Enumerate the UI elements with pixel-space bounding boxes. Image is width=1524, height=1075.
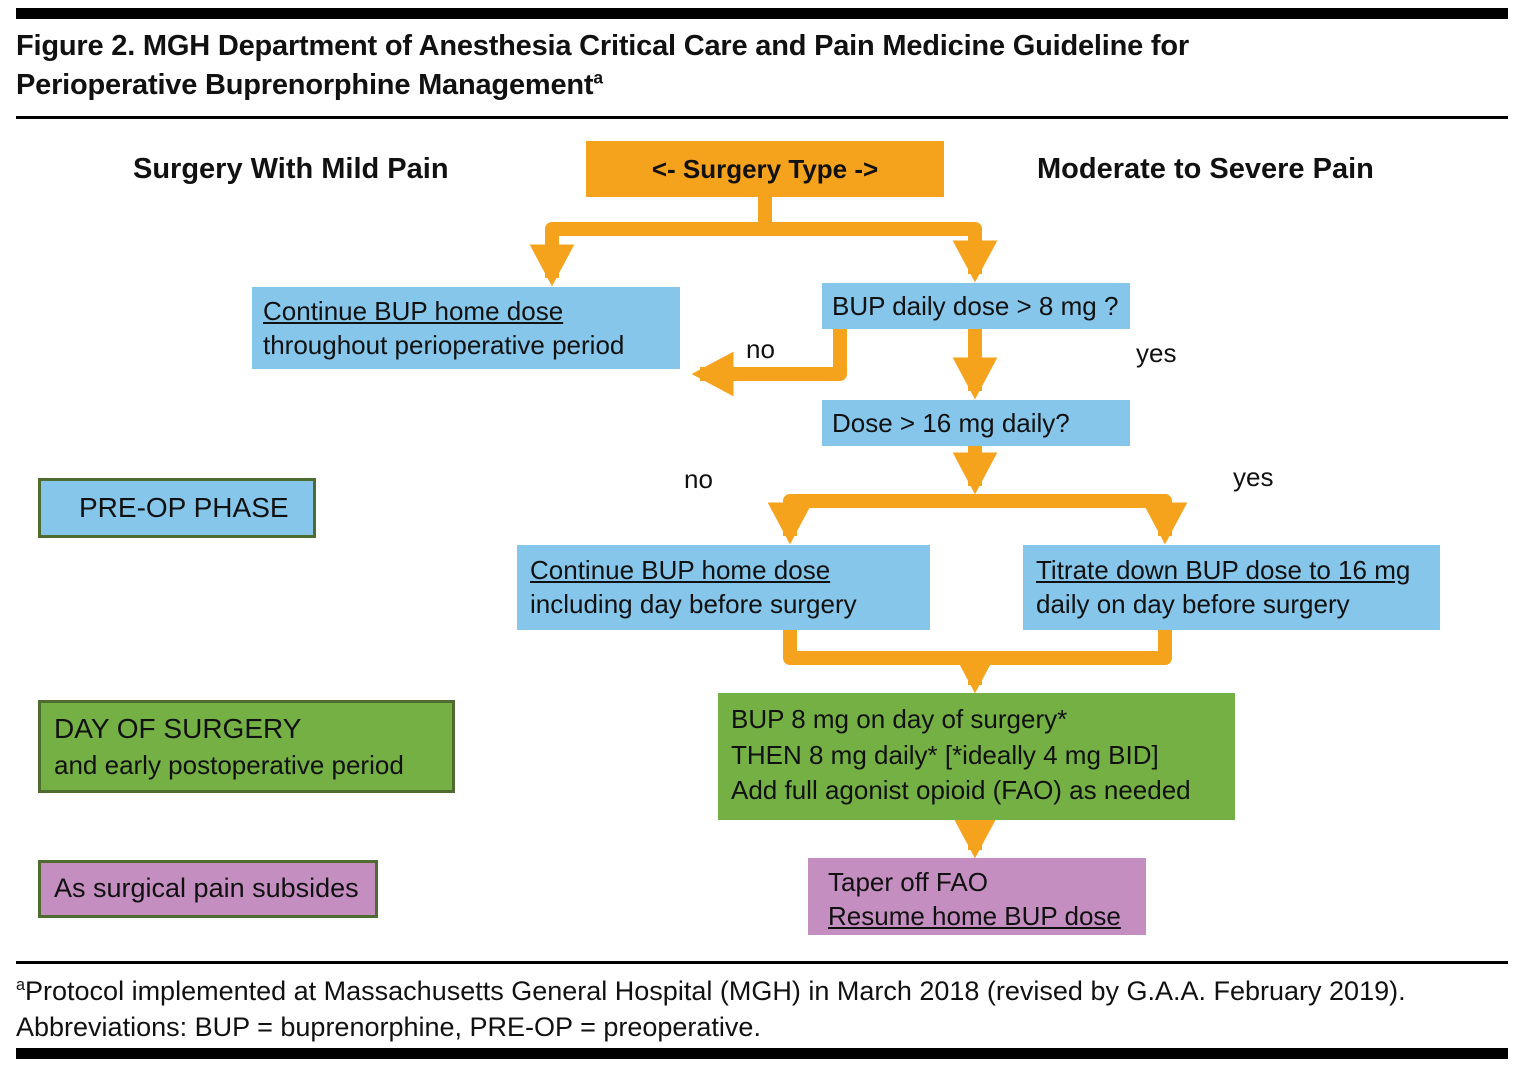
continue-day-before-line1: Continue BUP home dose <box>530 555 831 585</box>
pain-subsides-label-box: As surgical pain subsides <box>38 860 378 918</box>
bup-daily-dose-question-box: BUP daily dose > 8 mg ? <box>822 283 1130 329</box>
bup-daily-dose-question-text: BUP daily dose > 8 mg ? <box>832 290 1119 321</box>
bottom-rule <box>16 1048 1508 1059</box>
mild-pain-label: Surgery With Mild Pain <box>133 153 449 185</box>
dose-16-question-text: Dose > 16 mg daily? <box>832 407 1070 438</box>
surgery-type-box: <- Surgery Type -> <box>586 141 944 197</box>
continue-day-before-line2: including day before surgery <box>530 589 857 620</box>
day-of-surgery-line3: Add full agonist opioid (FAO) as needed <box>731 775 1191 806</box>
taper-box: Taper off FAO Resume home BUP dose <box>808 858 1146 935</box>
top-rule <box>16 8 1508 19</box>
severe-pain-label: Moderate to Severe Pain <box>1037 153 1374 185</box>
arrow-split-left-mild <box>529 222 765 287</box>
day-of-surgery-box: BUP 8 mg on day of surgery* THEN 8 mg da… <box>718 693 1235 820</box>
figure-title-line2: Perioperative Buprenorphine Management <box>16 68 594 101</box>
titrate-down-line1: Titrate down BUP dose to 16 mg <box>1036 555 1411 585</box>
day-of-surgery-label-line2: and early postoperative period <box>54 749 404 780</box>
titrate-down-line2: daily on day before surgery <box>1036 589 1350 620</box>
taper-line1: Taper off FAO <box>828 867 988 897</box>
preop-phase-label-box: PRE-OP PHASE <box>38 478 316 538</box>
arrow-split-yes-branch <box>975 494 1188 545</box>
figure-title: Figure 2. MGH Department of Anesthesia C… <box>16 27 1521 105</box>
arrow-split-right-severe <box>765 222 998 283</box>
footnote-line1-text: Protocol implemented at Massachusetts Ge… <box>25 976 1406 1006</box>
figure-title-superscript: a <box>593 67 603 88</box>
continue-perioperative-line1: Continue BUP home dose <box>263 296 564 326</box>
dose-16-question-box: Dose > 16 mg daily? <box>822 400 1130 446</box>
arrow-converge-bar <box>783 630 1172 665</box>
continue-perioperative-box: Continue BUP home dose throughout periop… <box>252 287 680 369</box>
yes-label-1: yes <box>1136 338 1177 368</box>
footnote-superscript: a <box>16 976 26 994</box>
footnote-line1: aProtocol implemented at Massachusetts G… <box>16 973 1521 1009</box>
footnote-line2: Abbreviations: BUP = buprenorphine, PRE-… <box>16 1012 761 1043</box>
arrow-split-no-branch <box>767 494 975 545</box>
title-divider <box>16 116 1508 119</box>
arrow-no-to-continue <box>691 329 847 397</box>
continue-perioperative-line2: throughout perioperative period <box>263 330 625 361</box>
footnote: aProtocol implemented at Massachusetts G… <box>16 973 1521 1045</box>
figure-title-line1: Figure 2. MGH Department of Anesthesia C… <box>16 30 1189 62</box>
footnote-divider <box>16 961 1508 964</box>
day-of-surgery-label-box: DAY OF SURGERY and early postoperative p… <box>38 700 455 793</box>
no-label-2: no <box>684 464 713 494</box>
continue-day-before-box: Continue BUP home dose including day bef… <box>517 545 930 630</box>
yes-label-2: yes <box>1233 462 1274 492</box>
day-of-surgery-line1: BUP 8 mg on day of surgery* <box>731 704 1068 734</box>
titrate-down-box: Titrate down BUP dose to 16 mg daily on … <box>1023 545 1440 630</box>
day-of-surgery-line2: THEN 8 mg daily* [*ideally 4 mg BID] <box>731 739 1159 770</box>
no-label-1: no <box>746 334 775 364</box>
day-of-surgery-label-line1: DAY OF SURGERY <box>54 713 302 744</box>
taper-line2: Resume home BUP dose <box>828 901 1121 932</box>
